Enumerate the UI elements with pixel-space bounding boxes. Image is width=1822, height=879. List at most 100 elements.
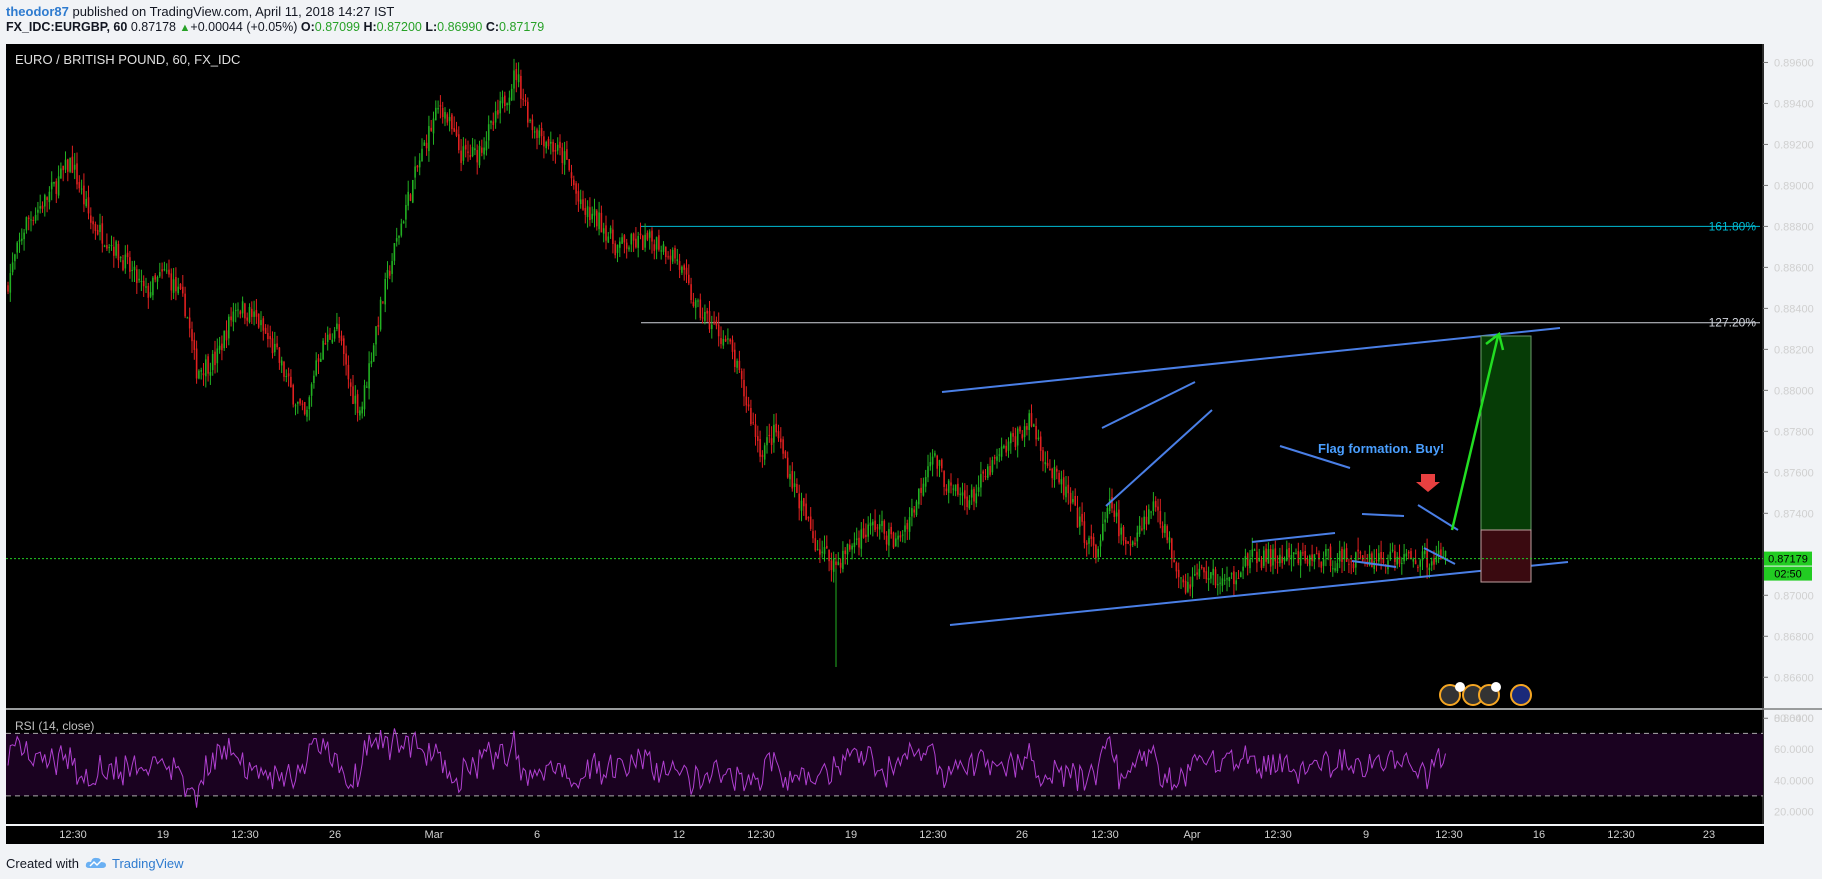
channel-top-line[interactable] bbox=[941, 327, 1561, 393]
candle-body bbox=[285, 376, 288, 378]
candle-body bbox=[303, 402, 306, 415]
candle-body bbox=[271, 338, 274, 354]
up-arrow-icon: ▲ bbox=[179, 22, 191, 34]
candle-body bbox=[1051, 468, 1053, 479]
projection-line[interactable] bbox=[1450, 335, 1500, 531]
candle-body bbox=[1154, 501, 1157, 508]
candle-body bbox=[1079, 516, 1081, 527]
rsi-indicator[interactable]: 80.0000 60.0000 40.0000 20.0000 bbox=[6, 713, 1814, 819]
candle-body bbox=[1030, 413, 1033, 427]
candle-body bbox=[1249, 559, 1251, 569]
candle-body bbox=[170, 273, 173, 291]
fib-level-label: 127.20% bbox=[1709, 316, 1757, 330]
candle-body bbox=[1304, 551, 1306, 561]
candle-body bbox=[821, 551, 823, 553]
candle-body bbox=[30, 219, 32, 221]
candle-body bbox=[23, 232, 25, 240]
flag1-bottom-line[interactable] bbox=[1251, 532, 1336, 543]
flag1-top-line[interactable] bbox=[1279, 445, 1351, 469]
candle-body bbox=[533, 131, 536, 133]
time-tick-label: 12:30 bbox=[231, 829, 259, 841]
candle-body bbox=[966, 496, 968, 508]
candle-body bbox=[9, 273, 12, 293]
candle-body bbox=[1327, 549, 1329, 551]
candle-body bbox=[60, 168, 62, 179]
candle-body bbox=[586, 206, 589, 218]
candle-body bbox=[1325, 548, 1327, 557]
candle-body bbox=[964, 490, 966, 499]
candle-body bbox=[1272, 549, 1274, 566]
candle-body bbox=[1387, 560, 1389, 570]
channel-bottom-line[interactable] bbox=[949, 561, 1569, 626]
wedge-bottom-line[interactable] bbox=[1105, 409, 1213, 507]
time-tick-label: 19 bbox=[845, 829, 857, 841]
candle-body bbox=[980, 474, 982, 488]
candle-body bbox=[722, 339, 725, 346]
candle-body bbox=[770, 438, 773, 445]
candle-body bbox=[138, 278, 140, 281]
candle-body bbox=[333, 330, 336, 339]
flag3-top-line[interactable] bbox=[1417, 504, 1459, 531]
flag-annotation[interactable]: Flag formation. Buy! bbox=[1318, 441, 1444, 456]
candle-body bbox=[324, 342, 327, 345]
candle-body bbox=[1019, 426, 1021, 432]
candle-body bbox=[195, 348, 198, 379]
candle-body bbox=[1440, 549, 1442, 560]
candle-body bbox=[878, 524, 881, 530]
wedge-top-line[interactable] bbox=[1101, 381, 1196, 429]
candle-body bbox=[1256, 551, 1258, 564]
take-profit-zone[interactable] bbox=[1480, 335, 1532, 531]
stop-loss-zone[interactable] bbox=[1480, 529, 1532, 583]
candle-body bbox=[1085, 542, 1088, 545]
candle-body bbox=[1205, 571, 1208, 580]
candle-body bbox=[1355, 552, 1357, 568]
economic-events[interactable] bbox=[1439, 682, 1532, 706]
candle-body bbox=[218, 345, 221, 350]
price-pane[interactable] bbox=[6, 44, 1764, 708]
rsi-tick-label: 60.0000 bbox=[1774, 744, 1814, 756]
candle-body bbox=[1005, 445, 1007, 453]
candle-body bbox=[876, 527, 879, 529]
projection-arrow[interactable] bbox=[1450, 331, 1505, 531]
candle-body bbox=[1283, 557, 1286, 562]
candle-body bbox=[1000, 446, 1003, 457]
price-axis[interactable]: 0.89600 0.89400 0.89200 0.89000 0.88800 0.886… bbox=[1763, 57, 1814, 725]
flag2-top-line[interactable] bbox=[1361, 513, 1405, 517]
candle-body bbox=[1269, 548, 1272, 567]
candle-body bbox=[1341, 548, 1343, 562]
candle-body bbox=[1267, 549, 1270, 564]
candle-body bbox=[1021, 434, 1024, 439]
fib-levels[interactable]: 161.80% 127.20% bbox=[641, 219, 1760, 330]
candle-body bbox=[299, 398, 301, 404]
uk-flag-event-icon[interactable] bbox=[1439, 684, 1461, 706]
author-link[interactable]: theodor87 bbox=[6, 4, 69, 19]
candle-body bbox=[1389, 551, 1392, 560]
rsi-tick-label: 40.0000 bbox=[1774, 775, 1814, 787]
flag2-bottom-line[interactable] bbox=[1351, 560, 1397, 568]
candle-body bbox=[223, 330, 225, 349]
candle-body bbox=[1143, 516, 1145, 530]
candle-body bbox=[1334, 568, 1336, 571]
candle-body bbox=[929, 462, 932, 467]
price-tick-label: 0.89200 bbox=[1774, 139, 1814, 151]
candle-body bbox=[276, 343, 278, 348]
candle-body bbox=[1097, 548, 1099, 557]
trend-channel[interactable] bbox=[941, 327, 1569, 626]
countdown-badge bbox=[1764, 566, 1812, 581]
current-price-tag[interactable]: 0.87179 02:50 bbox=[1764, 551, 1812, 581]
candle-body bbox=[7, 285, 9, 292]
candle-body bbox=[1044, 462, 1047, 465]
time-axis[interactable]: 12:30 19 12:30 26 Mar 6 12 12:30 19 12:30 26 12:30 A… bbox=[59, 829, 1715, 841]
flag3-bottom-line[interactable] bbox=[1423, 547, 1456, 565]
candle-body bbox=[1198, 568, 1201, 577]
candle-body bbox=[1067, 484, 1070, 494]
candle-body bbox=[803, 498, 805, 507]
down-arrow-icon[interactable] bbox=[1416, 474, 1440, 492]
tradingview-link[interactable]: TradingView bbox=[85, 856, 184, 871]
time-tick-label: Mar bbox=[425, 829, 444, 841]
eu-flag-event-icon[interactable] bbox=[1510, 684, 1532, 706]
candle-body bbox=[462, 146, 465, 161]
candle-body bbox=[343, 338, 345, 354]
high-value: 0.87200 bbox=[376, 20, 422, 34]
